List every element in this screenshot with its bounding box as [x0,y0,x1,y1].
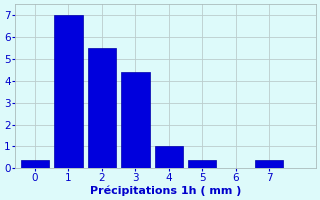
Bar [88,48,116,168]
Bar [121,72,149,168]
X-axis label: Précipitations 1h ( mm ): Précipitations 1h ( mm ) [90,185,241,196]
Bar [255,160,283,168]
Bar [155,146,183,168]
Bar [21,160,49,168]
Bar [54,15,83,168]
Bar [188,160,216,168]
